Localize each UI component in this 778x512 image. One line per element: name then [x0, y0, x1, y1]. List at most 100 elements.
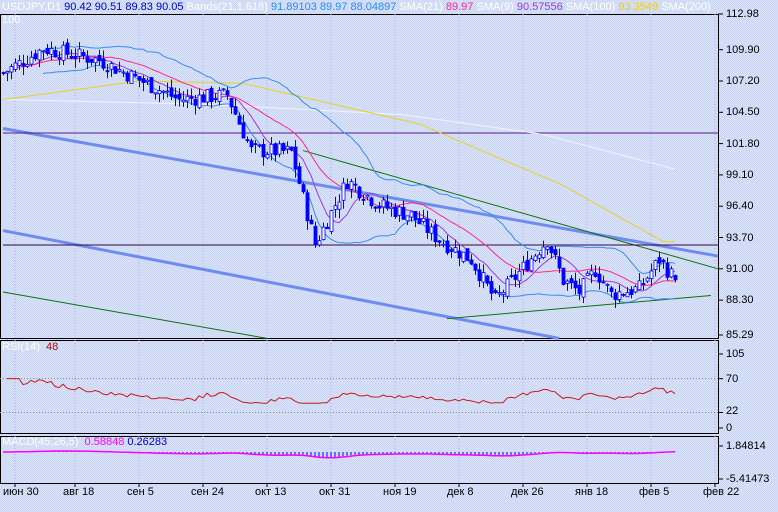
panel-frame: [0, 14, 719, 339]
candle-body: [153, 92, 158, 95]
candle-body: [85, 56, 90, 63]
candle-body: [61, 44, 66, 61]
candle-body: [653, 260, 658, 271]
rsi-value: 48: [46, 341, 59, 353]
candle-body: [385, 201, 390, 209]
candle-body: [225, 90, 230, 96]
sma21-value: 89.97: [445, 1, 474, 13]
candle-body: [397, 206, 402, 216]
macd-tick: -5.41473: [726, 473, 770, 485]
candle-body: [349, 181, 354, 190]
candle-body: [17, 59, 22, 66]
sma100-value: 93.3549: [618, 1, 659, 13]
candle-body: [501, 292, 506, 295]
date-tick-label: дек 26: [511, 486, 544, 498]
candle-body: [585, 272, 590, 276]
candle-body: [249, 140, 254, 148]
bollinger-lower: [42, 64, 676, 303]
candle-body: [333, 205, 338, 210]
candle-body: [73, 55, 78, 60]
candle-body: [329, 210, 334, 232]
macd-tick: 1.84814: [726, 440, 766, 452]
candle-body: [589, 270, 594, 276]
sma9-line: [2, 52, 676, 292]
candle-body: [481, 272, 486, 283]
candle-body: [505, 278, 510, 297]
candle-body: [637, 280, 642, 291]
candle-body: [453, 247, 458, 253]
candle-body: [277, 143, 282, 155]
header-legend: USDJPY,D1 90.42 90.51 89.83 90.05 Bands(…: [2, 1, 714, 27]
candle-body: [553, 249, 558, 255]
candle-body: [409, 211, 414, 218]
candle-body: [597, 273, 602, 283]
candle-body: [125, 72, 130, 82]
candle-body: [657, 257, 662, 264]
trend-line: [2, 291, 268, 339]
candle-body: [77, 48, 82, 57]
candle-body: [297, 166, 302, 184]
candle-body: [449, 249, 454, 252]
macd-label: MACD(45,26,5): [2, 436, 79, 448]
candle-body: [129, 70, 134, 84]
candle-body: [197, 94, 202, 109]
ohlc-close: 90.05: [155, 1, 184, 13]
candle-body: [317, 240, 322, 246]
trend-line: [302, 150, 719, 270]
candle-body: [145, 79, 150, 83]
macd-signal-line: [3, 450, 676, 459]
candle-body: [405, 215, 410, 222]
macd-value-1: 0.58848: [84, 436, 125, 448]
candle-body: [361, 199, 366, 201]
candle-body: [393, 206, 398, 218]
price-tick-label: 99.10: [726, 168, 754, 181]
candle-body: [545, 246, 550, 250]
candle-body: [613, 292, 618, 301]
candle-body: [273, 143, 278, 156]
candle-body: [541, 246, 546, 258]
candle-body: [181, 99, 186, 103]
candle-body: [417, 218, 422, 224]
candle-body: [581, 278, 586, 298]
candle-body: [369, 197, 374, 207]
price-tick-label: 93.70: [726, 231, 754, 244]
price-tick-label: 85.29: [726, 329, 754, 341]
candle-body: [53, 50, 58, 58]
candle-body: [37, 49, 42, 61]
ohlc-open: 90.42: [64, 1, 92, 13]
sma200-line: [3, 99, 676, 170]
candle-body: [45, 47, 50, 55]
candle-body: [577, 284, 582, 295]
candle-body: [49, 48, 54, 55]
rsi-legend: RSI(14) 48: [2, 341, 58, 354]
symbol-label: USDJPY,D1: [2, 1, 62, 13]
rsi-tick: 105: [726, 348, 745, 360]
macd-legend: MACD(45,26,5) 0.58848 0.26283: [2, 436, 167, 449]
macd-value-2: 0.26283: [127, 436, 168, 448]
candle-body: [113, 66, 118, 74]
candle-body: [117, 68, 122, 72]
candle-body: [41, 50, 46, 53]
candle-body: [413, 211, 418, 221]
candle-body: [473, 263, 478, 271]
candle-body: [509, 275, 514, 277]
candle-body: [189, 96, 194, 99]
candle-body: [305, 192, 310, 222]
candle-body: [529, 258, 534, 272]
sma100-label: SMA(100): [565, 1, 616, 13]
candle-body: [665, 262, 670, 278]
candle-body: [609, 287, 614, 292]
candle-body: [425, 218, 430, 234]
candle-body: [265, 154, 270, 159]
candle-body: [557, 256, 562, 269]
candle-body: [213, 98, 218, 101]
candle-body: [25, 64, 30, 67]
candle-body: [301, 184, 306, 193]
candle-body: [5, 70, 10, 74]
date-tick-label: окт 13: [255, 486, 287, 498]
candle-body: [209, 87, 214, 102]
candle-body: [105, 70, 110, 73]
candle-body: [573, 280, 578, 289]
candle-body: [157, 90, 162, 95]
candle-body: [513, 274, 518, 280]
